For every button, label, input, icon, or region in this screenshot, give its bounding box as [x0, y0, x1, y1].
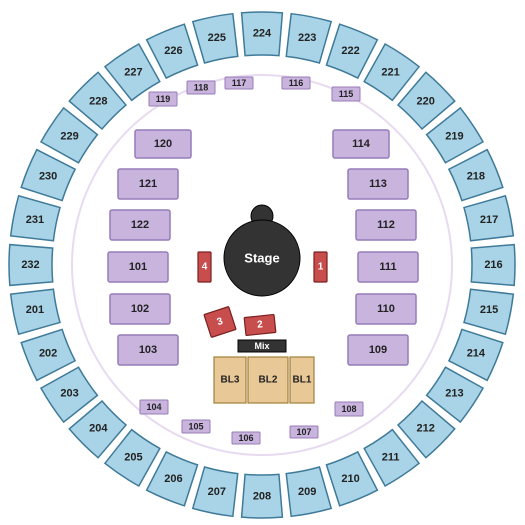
- inner-label-114: 114: [352, 138, 371, 150]
- outer-label-222: 222: [341, 45, 359, 57]
- outer-label-214: 214: [467, 348, 486, 360]
- inner-small-label-107: 107: [296, 427, 311, 437]
- inner-small-label-119: 119: [156, 94, 171, 104]
- outer-label-227: 227: [124, 67, 142, 79]
- inner-label-111: 111: [379, 261, 396, 273]
- stage-label: Stage: [244, 251, 279, 266]
- outer-label-218: 218: [467, 170, 485, 182]
- outer-label-232: 232: [21, 259, 39, 271]
- outer-label-208: 208: [253, 491, 271, 503]
- outer-label-216: 216: [484, 259, 502, 271]
- outer-label-221: 221: [381, 67, 399, 79]
- inner-small-label-118: 118: [194, 83, 209, 93]
- inner-label-101: 101: [129, 261, 147, 273]
- inner-small-label-115: 115: [339, 89, 354, 99]
- outer-label-205: 205: [124, 451, 142, 463]
- inner-label-120: 120: [154, 138, 172, 150]
- outer-label-217: 217: [480, 214, 498, 226]
- outer-label-202: 202: [39, 348, 57, 360]
- inner-label-113: 113: [369, 178, 387, 190]
- mix-label: Mix: [254, 341, 269, 351]
- inner-label-110: 110: [377, 303, 395, 315]
- outer-label-204: 204: [89, 423, 108, 435]
- outer-label-211: 211: [382, 451, 400, 463]
- outer-label-220: 220: [417, 95, 435, 107]
- outer-label-228: 228: [89, 95, 107, 107]
- outer-label-219: 219: [445, 130, 463, 142]
- outer-label-209: 209: [298, 486, 316, 498]
- floor-red-label-4: 4: [202, 262, 208, 273]
- inner-label-122: 122: [131, 219, 149, 231]
- outer-label-215: 215: [480, 304, 498, 316]
- outer-label-212: 212: [417, 423, 435, 435]
- outer-label-213: 213: [445, 388, 463, 400]
- outer-label-224: 224: [253, 28, 272, 40]
- inner-small-label-105: 105: [188, 422, 203, 432]
- inner-small-label-104: 104: [146, 402, 161, 412]
- floor-label-BL3: BL3: [221, 375, 240, 386]
- inner-label-112: 112: [377, 219, 395, 231]
- outer-label-231: 231: [26, 214, 44, 226]
- outer-label-230: 230: [39, 170, 57, 182]
- outer-label-201: 201: [26, 304, 44, 316]
- floor-label-BL1: BL1: [293, 375, 312, 386]
- inner-small-label-108: 108: [341, 404, 356, 414]
- outer-label-206: 206: [164, 473, 182, 485]
- outer-label-223: 223: [298, 32, 316, 44]
- inner-label-102: 102: [131, 303, 149, 315]
- floor-red-label-1: 1: [318, 262, 324, 273]
- outer-label-207: 207: [208, 486, 226, 498]
- outer-label-229: 229: [60, 130, 78, 142]
- outer-label-225: 225: [208, 32, 226, 44]
- outer-label-226: 226: [164, 45, 182, 57]
- inner-label-121: 121: [139, 178, 157, 190]
- outer-label-203: 203: [60, 388, 78, 400]
- floor-label-BL2: BL2: [259, 375, 278, 386]
- inner-small-label-117: 117: [232, 78, 247, 88]
- inner-small-label-116: 116: [289, 78, 304, 88]
- outer-label-210: 210: [341, 473, 359, 485]
- inner-label-109: 109: [369, 344, 387, 356]
- inner-label-103: 103: [139, 344, 157, 356]
- inner-small-label-106: 106: [238, 433, 253, 443]
